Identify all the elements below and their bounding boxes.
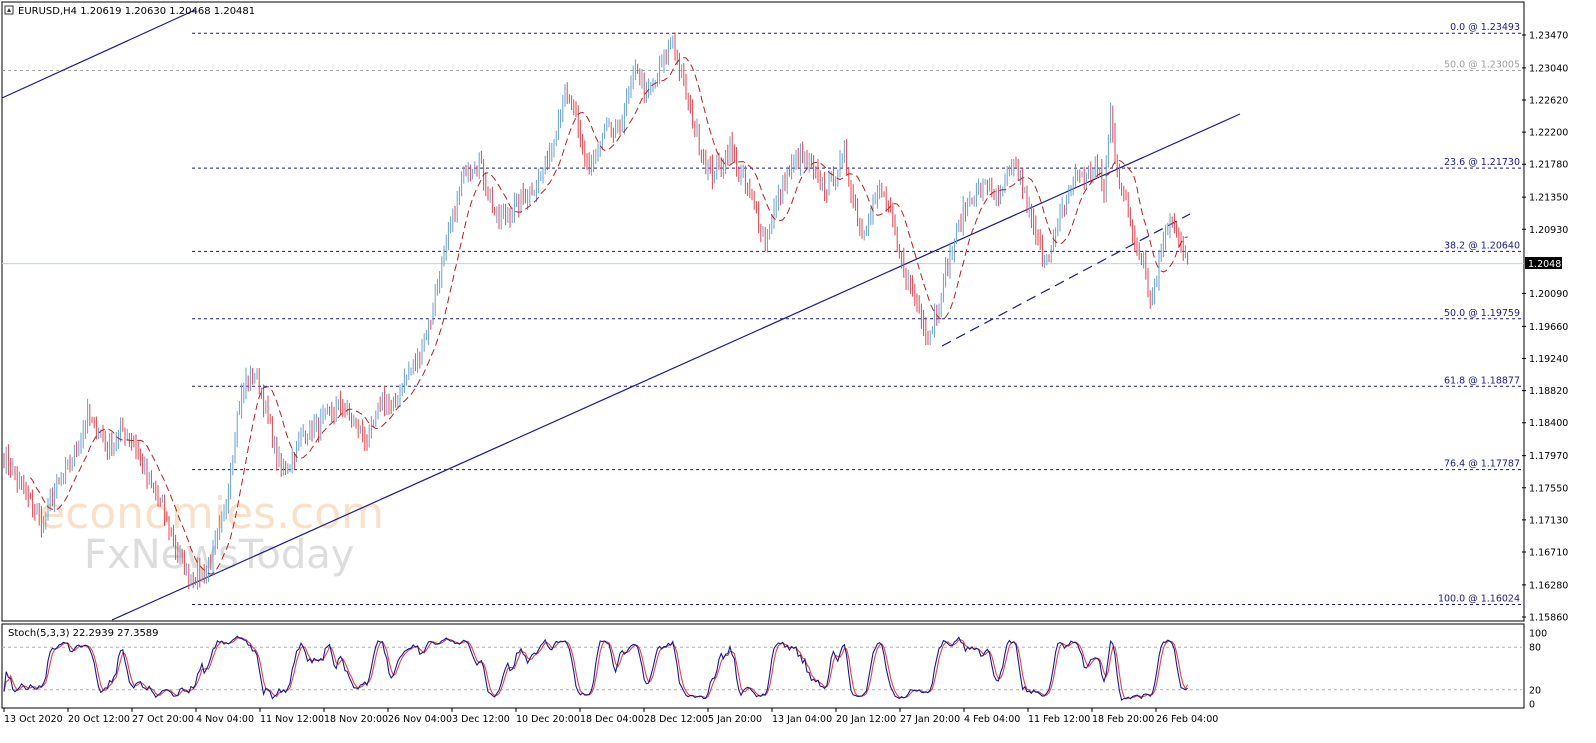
time-tick-label: 18 Nov 20:00	[324, 714, 388, 725]
fib-level-label: 100.0 @ 1.16024	[1438, 593, 1520, 604]
price-tick-label: 1.20090	[1529, 289, 1568, 300]
price-tick-label: 1.22620	[1529, 96, 1568, 107]
price-tick-label: 1.21350	[1529, 193, 1568, 204]
time-tick-label: 20 Oct 12:00	[68, 714, 130, 725]
price-tick-label: 1.20930	[1529, 225, 1568, 236]
time-axis[interactable]: 13 Oct 2020 20 Oct 12:00 27 Oct 20:00 4 Nov…	[3, 708, 1218, 725]
fibonacci-retracement[interactable]: 0.0 @ 1.23493 50.0 @ 1.23005 23.6 @ 1.2173…	[2, 22, 1522, 605]
stoch-tick-label: 0	[1529, 700, 1535, 711]
time-tick-label: 27 Oct 20:00	[132, 714, 194, 725]
fib-level-label: 61.8 @ 1.18877	[1444, 375, 1520, 386]
main-support-trendline[interactable]	[111, 113, 1241, 621]
chart-menu-icon[interactable]	[4, 5, 14, 15]
fib-level-label: 0.0 @ 1.23493	[1450, 22, 1520, 33]
fib-level-label: 23.6 @ 1.21730	[1444, 157, 1520, 168]
stoch-levels	[2, 646, 1522, 691]
stoch-tick-label: 80	[1529, 643, 1541, 654]
price-axis[interactable]: 1.23470 1.23040 1.22620 1.22200 1.21780 1.213…	[1522, 31, 1568, 624]
stoch-tick-label: 20	[1529, 685, 1541, 696]
current-price-value: 1.20481	[1528, 259, 1567, 270]
price-tick-label: 1.23470	[1529, 31, 1568, 42]
time-tick-label: 4 Nov 04:00	[196, 714, 254, 725]
current-price-tag: 1.20481	[1525, 257, 1567, 270]
moving-average	[30, 57, 1188, 575]
stoch-tick-label: 100	[1529, 629, 1547, 640]
time-tick-label: 3 Dec 12:00	[452, 714, 510, 725]
time-tick-label: 11 Nov 12:00	[260, 714, 324, 725]
time-tick-label: 26 Feb 04:00	[1156, 714, 1218, 725]
time-tick-label: 13 Jan 04:00	[772, 714, 832, 725]
time-tick-label: 28 Dec 12:00	[644, 714, 708, 725]
price-tick-label: 1.18820	[1529, 386, 1568, 397]
price-tick-label: 1.17550	[1529, 483, 1568, 494]
price-tick-label: 1.17970	[1529, 451, 1568, 462]
time-tick-label: 18 Feb 20:00	[1092, 714, 1154, 725]
fib-level-label: 50.0 @ 1.19759	[1444, 308, 1520, 319]
time-tick-label: 10 Dec 20:00	[516, 714, 580, 725]
trendlines[interactable]	[1, 9, 1241, 621]
price-tick-label: 1.19660	[1529, 322, 1568, 333]
time-tick-label: 18 Dec 04:00	[580, 714, 644, 725]
price-candles[interactable]	[3, 32, 1189, 590]
stoch-axis[interactable]: 100 80 20 0	[1529, 629, 1547, 711]
price-tick-label: 1.15860	[1529, 613, 1568, 624]
fib-level-label: 76.4 @ 1.17787	[1444, 459, 1520, 470]
time-tick-label: 20 Jan 12:00	[836, 714, 896, 725]
time-tick-label: 26 Nov 04:00	[388, 714, 452, 725]
indicator-title: Stoch(5,3,3) 22.2939 27.3589	[8, 628, 159, 639]
fib-level-label: 50.0 @ 1.23005	[1444, 60, 1520, 71]
price-tick-label: 1.18400	[1529, 418, 1568, 429]
price-tick-label: 1.22200	[1529, 128, 1568, 139]
upper-left-trendline[interactable]	[1, 9, 196, 99]
time-tick-label: 13 Oct 2020	[4, 714, 63, 725]
price-tick-label: 1.23040	[1529, 63, 1568, 74]
chart-title: EURUSD,H4 1.20619 1.20630 1.20468 1.2048…	[18, 6, 255, 17]
main-panel[interactable]	[1, 1, 1525, 622]
watermark-brand: economies.com	[38, 488, 384, 539]
price-tick-label: 1.17130	[1529, 515, 1568, 526]
time-tick-label: 27 Jan 20:00	[900, 714, 960, 725]
price-tick-label: 1.19240	[1529, 354, 1568, 365]
time-tick-label: 11 Feb 12:00	[1028, 714, 1090, 725]
price-tick-label: 1.16710	[1529, 547, 1568, 558]
stoch-signal-line	[3, 637, 1189, 700]
stoch-main-line	[3, 635, 1188, 701]
time-tick-label: 4 Feb 04:00	[964, 714, 1020, 725]
watermark: economies.com FxNewsToday	[38, 488, 384, 578]
price-tick-label: 1.21780	[1529, 160, 1568, 171]
fib-level-label: 38.2 @ 1.20640	[1444, 240, 1520, 251]
price-tick-label: 1.16280	[1529, 580, 1568, 591]
time-tick-label: 5 Jan 20:00	[708, 714, 762, 725]
